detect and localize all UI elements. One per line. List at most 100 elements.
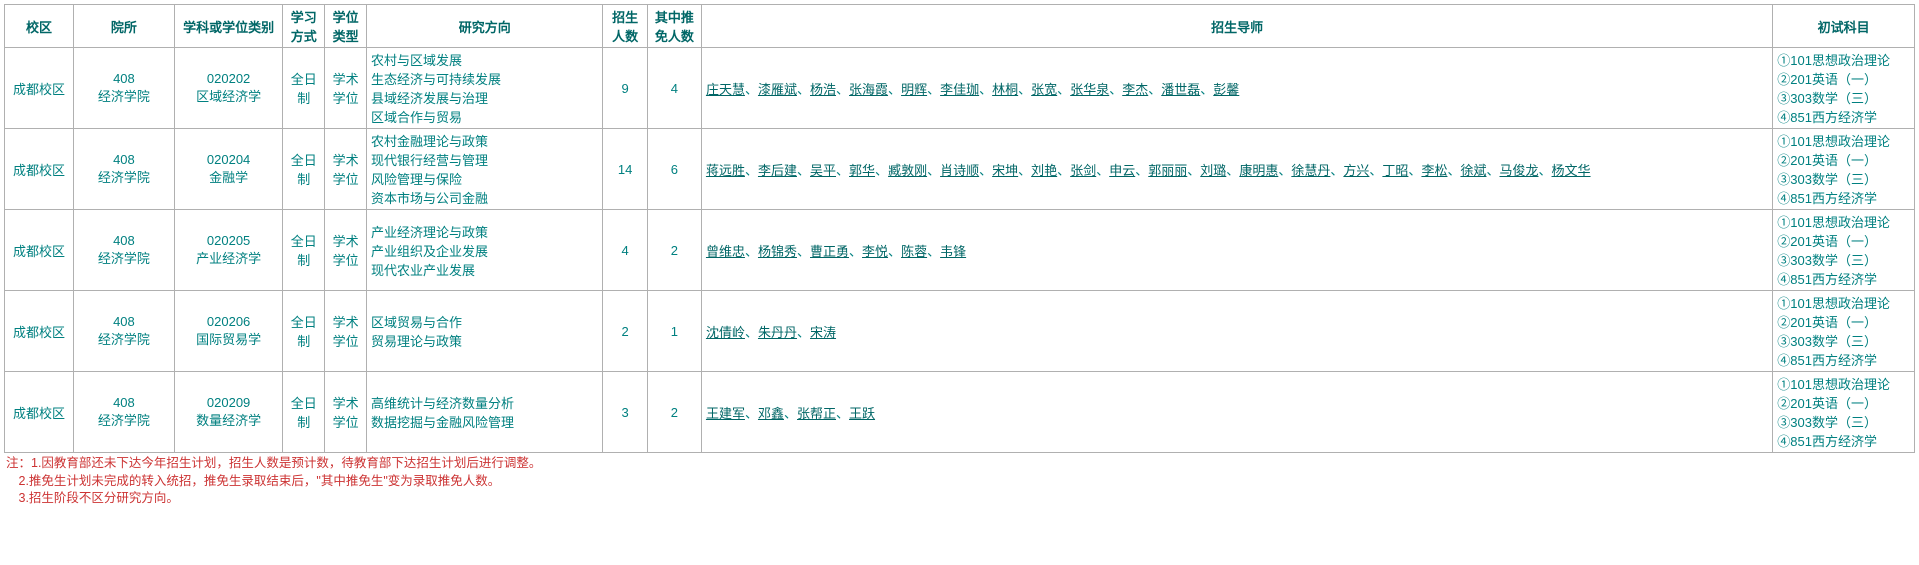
table-header: 校区院所学科或学位类别学习方式学位类型研究方向招生人数其中推免人数招生导师初试科…: [5, 5, 1915, 48]
cell-exempt: 2: [647, 210, 701, 291]
advisor-link[interactable]: 方兴: [1343, 163, 1369, 178]
cell-discipline: 020204金融学: [174, 129, 282, 210]
direction-line: 贸易理论与政策: [371, 331, 598, 350]
advisor-link[interactable]: 彭馨: [1213, 82, 1239, 97]
advisor-link[interactable]: 丁昭: [1382, 163, 1408, 178]
advisor-link[interactable]: 申云: [1109, 163, 1135, 178]
advisor-link[interactable]: 李后建: [758, 163, 797, 178]
advisor-link[interactable]: 王跃: [849, 406, 875, 421]
cell-directions: 高维统计与经济数量分析数据挖掘与金融风险管理: [367, 372, 603, 453]
advisor-link[interactable]: 李佳珈: [940, 82, 979, 97]
cell-quota: 4: [603, 210, 647, 291]
direction-line: 农村与区域发展: [371, 50, 598, 69]
advisor-link[interactable]: 李悦: [862, 244, 888, 259]
advisor-link[interactable]: 吴平: [810, 163, 836, 178]
direction-line: 产业经济理论与政策: [371, 222, 598, 241]
advisor-separator: 、: [1109, 82, 1122, 97]
institute-line: 经济学院: [78, 329, 170, 348]
advisor-separator: 、: [1369, 163, 1382, 178]
advisor-link[interactable]: 郭丽丽: [1148, 163, 1187, 178]
advisor-link[interactable]: 王建军: [706, 406, 745, 421]
advisor-link[interactable]: 张宽: [1031, 82, 1057, 97]
advisor-separator: 、: [797, 244, 810, 259]
advisor-link[interactable]: 杨文华: [1552, 163, 1591, 178]
advisor-link[interactable]: 张海霞: [849, 82, 888, 97]
advisor-separator: 、: [927, 244, 940, 259]
advisor-link[interactable]: 陈蓉: [901, 244, 927, 259]
advisor-separator: 、: [888, 244, 901, 259]
advisor-link[interactable]: 张剑: [1070, 163, 1096, 178]
footnote-line: 3.招生阶段不区分研究方向。: [6, 490, 1913, 508]
institute-line: 408: [78, 395, 170, 410]
admissions-table: 校区院所学科或学位类别学习方式学位类型研究方向招生人数其中推免人数招生导师初试科…: [4, 4, 1915, 453]
advisor-link[interactable]: 明辉: [901, 82, 927, 97]
advisor-separator: 、: [927, 163, 940, 178]
advisor-separator: 、: [745, 163, 758, 178]
cell-campus: 成都校区: [5, 210, 74, 291]
col-header-discipline: 学科或学位类别: [174, 5, 282, 48]
advisor-link[interactable]: 韦锋: [940, 244, 966, 259]
advisor-link[interactable]: 沈倩岭: [706, 325, 745, 340]
advisor-link[interactable]: 刘璐: [1200, 163, 1226, 178]
cell-institute: 408经济学院: [73, 291, 174, 372]
advisor-separator: 、: [1486, 163, 1499, 178]
advisor-link[interactable]: 邓鑫: [758, 406, 784, 421]
advisor-link[interactable]: 曹正勇: [810, 244, 849, 259]
cell-directions: 农村与区域发展生态经济与可持续发展县域经济发展与治理区域合作与贸易: [367, 48, 603, 129]
advisor-link[interactable]: 朱丹丹: [758, 325, 797, 340]
advisor-link[interactable]: 马俊龙: [1500, 163, 1539, 178]
advisor-link[interactable]: 肖诗顺: [940, 163, 979, 178]
advisor-separator: 、: [1200, 82, 1213, 97]
advisor-link[interactable]: 张帮正: [797, 406, 836, 421]
cell-quota: 9: [603, 48, 647, 129]
col-header-degree_type: 学位类型: [325, 5, 367, 48]
cell-advisors: 王建军、邓鑫、张帮正、王跃: [701, 372, 1772, 453]
advisor-separator: 、: [849, 244, 862, 259]
advisor-separator: 、: [836, 82, 849, 97]
advisor-link[interactable]: 刘艳: [1031, 163, 1057, 178]
advisor-link[interactable]: 徐慧丹: [1291, 163, 1330, 178]
advisor-separator: 、: [1187, 163, 1200, 178]
advisor-link[interactable]: 李杰: [1122, 82, 1148, 97]
cell-institute: 408经济学院: [73, 372, 174, 453]
cell-degree_type: 学术学位: [325, 210, 367, 291]
cell-discipline: 020209数量经济学: [174, 372, 282, 453]
direction-line: 产业组织及企业发展: [371, 241, 598, 260]
advisor-link[interactable]: 臧敦刚: [888, 163, 927, 178]
cell-discipline: 020206国际贸易学: [174, 291, 282, 372]
advisor-link[interactable]: 庄天慧: [706, 82, 745, 97]
discipline-line: 020205: [179, 233, 278, 248]
cell-advisors: 庄天慧、漆雁斌、杨浩、张海霞、明辉、李佳珈、林桐、张宽、张华泉、李杰、潘世磊、彭…: [701, 48, 1772, 129]
cell-exempt: 4: [647, 48, 701, 129]
advisor-link[interactable]: 蒋远胜: [706, 163, 745, 178]
advisor-link[interactable]: 漆雁斌: [758, 82, 797, 97]
cell-study_mode: 全日制: [283, 210, 325, 291]
subject-line: ④851西方经济学: [1777, 269, 1910, 288]
direction-line: 风险管理与保险: [371, 169, 598, 188]
advisor-link[interactable]: 曾维忠: [706, 244, 745, 259]
direction-line: 高维统计与经济数量分析: [371, 393, 598, 412]
cell-degree_type: 学术学位: [325, 291, 367, 372]
advisor-link[interactable]: 宋坤: [992, 163, 1018, 178]
col-header-campus: 校区: [5, 5, 74, 48]
advisor-link[interactable]: 杨锦秀: [758, 244, 797, 259]
advisor-separator: 、: [797, 163, 810, 178]
advisor-link[interactable]: 张华泉: [1070, 82, 1109, 97]
discipline-line: 020209: [179, 395, 278, 410]
cell-directions: 产业经济理论与政策产业组织及企业发展现代农业产业发展: [367, 210, 603, 291]
advisor-link[interactable]: 潘世磊: [1161, 82, 1200, 97]
table-row: 成都校区408经济学院020209数量经济学全日制学术学位高维统计与经济数量分析…: [5, 372, 1915, 453]
advisor-link[interactable]: 徐斌: [1460, 163, 1486, 178]
col-header-advisors: 招生导师: [701, 5, 1772, 48]
advisor-link[interactable]: 宋涛: [810, 325, 836, 340]
advisor-link[interactable]: 林桐: [992, 82, 1018, 97]
advisor-link[interactable]: 李松: [1421, 163, 1447, 178]
subject-line: ①101思想政治理论: [1777, 293, 1910, 312]
advisor-link[interactable]: 郭华: [849, 163, 875, 178]
advisor-separator: 、: [979, 82, 992, 97]
advisor-link[interactable]: 康明惠: [1239, 163, 1278, 178]
advisor-separator: 、: [1539, 163, 1552, 178]
cell-study_mode: 全日制: [283, 129, 325, 210]
subject-line: ④851西方经济学: [1777, 107, 1910, 126]
advisor-link[interactable]: 杨浩: [810, 82, 836, 97]
